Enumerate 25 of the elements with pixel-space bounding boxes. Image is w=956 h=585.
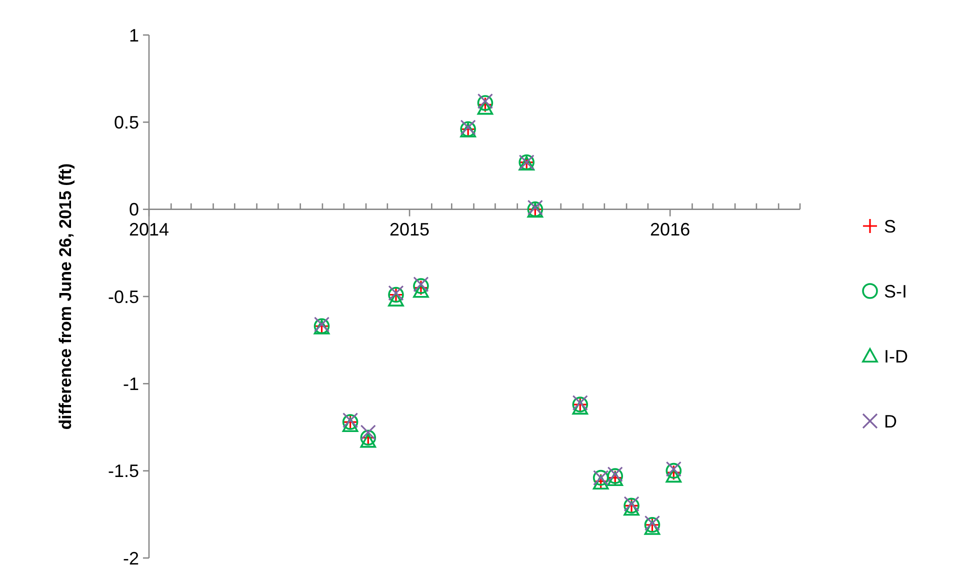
point (360, 433, 376, 448)
point (624, 501, 640, 516)
legend-label: D (884, 411, 897, 432)
legend-label: I-D (884, 346, 908, 366)
y-tick-label: 0 (128, 200, 139, 220)
y-tick-label: -2 (122, 548, 139, 568)
point (644, 520, 660, 535)
point (572, 400, 588, 415)
y-tick-label: 0.5 (114, 112, 139, 132)
y-tick-label: -1.5 (108, 461, 139, 482)
y-tick-label: -0.5 (108, 286, 139, 307)
point (413, 283, 429, 298)
legend-label: S-I (884, 281, 908, 302)
x-tick-label: 2015 (390, 219, 430, 240)
x-tick-label: 2014 (128, 219, 170, 240)
x-tick-label: 2016 (650, 219, 690, 240)
point (360, 424, 376, 440)
point (666, 468, 682, 483)
y-axis-title: difference from June 26, 2015 (ft) (56, 163, 75, 430)
point (342, 418, 358, 432)
legend-label: S (884, 216, 896, 236)
y-tick-label: -1 (122, 374, 139, 394)
point (388, 292, 404, 306)
y-tick-label: 1 (128, 25, 139, 46)
point (477, 100, 494, 115)
